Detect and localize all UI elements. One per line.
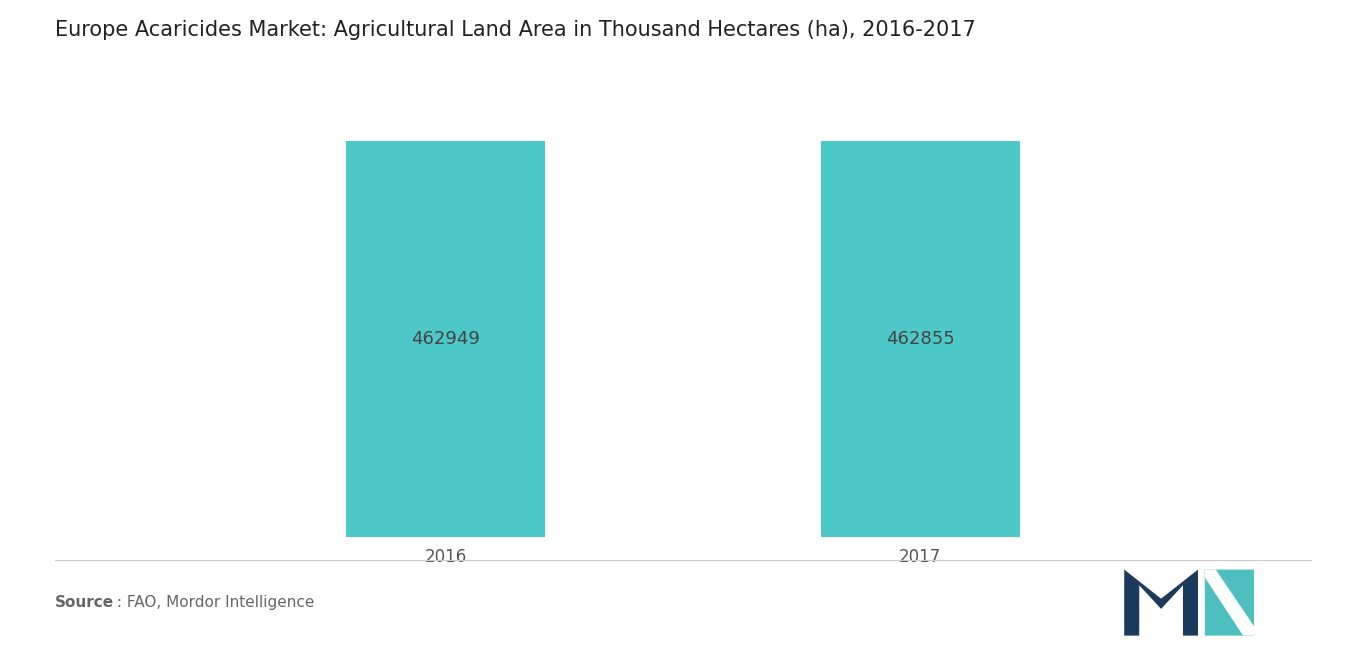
Polygon shape: [1205, 570, 1254, 635]
Polygon shape: [1205, 570, 1254, 635]
Text: Source: Source: [55, 595, 113, 610]
Bar: [346, 141, 545, 537]
Text: Europe Acaricides Market: Agricultural Land Area in Thousand Hectares (ha), 2016: Europe Acaricides Market: Agricultural L…: [55, 20, 975, 40]
Text: : FAO, Mordor Intelligence: : FAO, Mordor Intelligence: [112, 595, 314, 610]
Text: 462949: 462949: [411, 330, 481, 348]
Polygon shape: [1205, 570, 1254, 635]
Bar: [821, 141, 1020, 537]
Text: 462855: 462855: [887, 330, 955, 348]
Polygon shape: [1124, 570, 1198, 635]
